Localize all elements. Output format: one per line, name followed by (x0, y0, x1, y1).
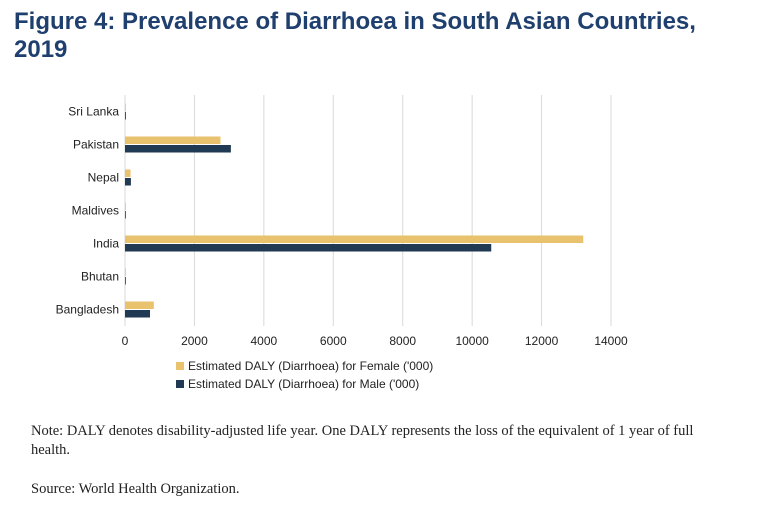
category-label: India (93, 237, 119, 251)
bar-female-sri-lanka (125, 103, 126, 111)
category-label: Nepal (88, 171, 119, 185)
figure-note: Note: DALY denotes disability-adjusted l… (31, 423, 694, 458)
x-tick-labels: 0 2000 4000 6000 8000 10000 12000 14000 (122, 334, 628, 348)
bar-male-india (125, 244, 492, 252)
bars (125, 103, 584, 318)
legend: Estimated DALY (Diarrhoea) for Female ('… (176, 359, 433, 391)
bar-male-sri-lanka (125, 112, 126, 120)
category-label: Bhutan (81, 270, 119, 284)
category-label: Pakistan (73, 138, 119, 152)
bar-male-nepal (125, 178, 131, 186)
figure-title: Figure 4: Prevalence of Diarrhoea in Sou… (14, 8, 696, 63)
legend-swatch-female (176, 362, 184, 370)
x-tick-label: 8000 (389, 334, 416, 348)
bar-female-nepal (125, 169, 131, 177)
bar-male-maldives (125, 211, 126, 219)
category-label: Bangladesh (56, 303, 119, 317)
bar-male-pakistan (125, 145, 231, 153)
bar-female-india (125, 235, 584, 243)
x-tick-label: 14000 (594, 334, 628, 348)
x-tick-label: 12000 (525, 334, 559, 348)
legend-label-male: Estimated DALY (Diarrhoea) for Male ('00… (188, 377, 419, 391)
gridlines (124, 95, 612, 326)
bar-female-maldives (125, 202, 126, 210)
category-label: Sri Lanka (68, 105, 119, 119)
legend-label-female: Estimated DALY (Diarrhoea) for Female ('… (188, 359, 433, 373)
figure-source: Source: World Health Organization. (31, 481, 240, 497)
x-tick-label: 2000 (181, 334, 208, 348)
x-tick-label: 0 (122, 334, 129, 348)
bar-male-bhutan (125, 277, 126, 285)
bar-female-bangladesh (125, 301, 154, 309)
x-tick-label: 4000 (251, 334, 278, 348)
legend-swatch-male (176, 380, 184, 388)
category-labels: Sri Lanka Pakistan Nepal Maldives India Bhuta… (56, 105, 120, 317)
category-label: Maldives (72, 204, 119, 218)
x-tick-label: 10000 (455, 334, 489, 348)
bar-male-bangladesh (125, 310, 150, 318)
x-tick-label: 6000 (320, 334, 347, 348)
bar-female-pakistan (125, 136, 221, 144)
bar-female-bhutan (125, 268, 126, 276)
